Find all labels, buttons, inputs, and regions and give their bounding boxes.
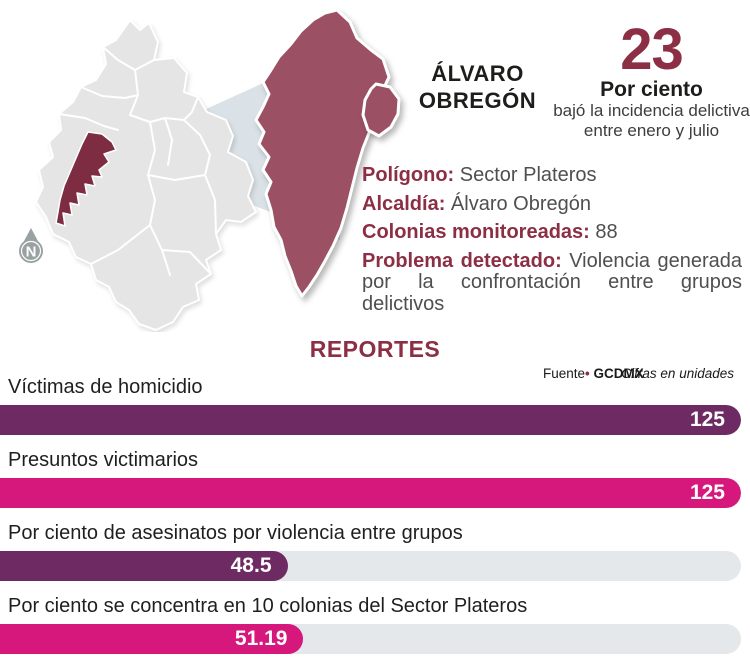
bar-label: Presuntos victimarios (8, 449, 199, 471)
source-value: GCDMX (593, 366, 644, 381)
bar-value: 48.5 (230, 554, 272, 577)
detail-label: Colonias monitoreadas: (362, 221, 590, 243)
bar-label: Por ciento de asesinatos por violencia e… (8, 522, 463, 544)
source-bullet-icon: • (585, 366, 590, 381)
source: Fuente• GCDMX (543, 366, 644, 381)
detail-label: Alcaldía: (362, 192, 446, 215)
detail-label: Problema detectado: (362, 249, 562, 272)
stat-block: 23 Por ciento bajó la incidencia delicti… (553, 17, 750, 140)
bar-fill: 48.5 (0, 551, 288, 581)
bar-value: 125 (689, 408, 725, 431)
bar-fill: 125 (0, 405, 741, 435)
bar-track: 51.19 (0, 624, 741, 654)
reports-title: REPORTES (309, 336, 441, 362)
bar-row-concentra-colonias: Por ciento se concentra en 10 colonias d… (0, 595, 741, 654)
stat-label: Por ciento (600, 78, 703, 101)
detail-label: Polígono: (362, 164, 455, 186)
detail-alcaldia: Alcaldía: Álvaro Obregón (362, 190, 742, 219)
bar-label: Por ciento se concentra en 10 colonias d… (8, 595, 528, 617)
alvaro-obregon-highlight (55, 131, 117, 227)
detail-colonias: Colonias monitoreadas: 88 (362, 218, 742, 247)
detail-problema: Problema detectado: Violencia generada p… (362, 249, 742, 316)
bar-row-victimas-homicidio: Víctimas de homicidio 125 (0, 376, 741, 435)
detail-value: Violencia generada por la confrontación … (362, 249, 742, 315)
stat-desc-line2: entre enero y julio (583, 120, 720, 140)
region-title-line1: ÁLVARO (431, 61, 524, 86)
stat-number: 23 (620, 17, 684, 82)
detail-value: 88 (595, 221, 618, 243)
cdmx-map-illustration: N (19, 8, 401, 331)
units-note: Cifras en unidades (621, 366, 734, 381)
bar-track: 125 (0, 478, 741, 508)
region-title-line2: OBREGÓN (418, 88, 537, 113)
detail-value: Álvaro Obregón (450, 192, 591, 215)
bar-fill: 51.19 (0, 624, 304, 654)
bar-track: 48.5 (0, 551, 741, 581)
detail-poligono: Polígono: Sector Plateros (362, 161, 742, 190)
compass-letter: N (26, 244, 37, 261)
bar-label: Víctimas de homicidio (8, 376, 203, 398)
source-row: Fuente• GCDMX Cifras en unidades (0, 366, 741, 382)
stat-desc-line1: bajó la incidencia delictiva (553, 101, 750, 120)
detail-value: Sector Plateros (459, 164, 597, 186)
north-compass-icon: N (19, 228, 43, 263)
alvaro-obregon-enlarged-shape (254, 8, 401, 298)
source-label: Fuente (543, 366, 586, 381)
bar-value: 51.19 (234, 627, 288, 650)
bar-value: 125 (689, 481, 725, 504)
details-list: Polígono: Sector Plateros Alcaldía: Álva… (362, 161, 742, 315)
bar-track: 125 (0, 405, 741, 435)
bar-row-presuntos-victimarios: Presuntos victimarios 125 (0, 449, 741, 508)
region-title: ÁLVARO OBREGÓN (415, 60, 540, 114)
bar-fill: 125 (0, 478, 741, 508)
cdmx-boroughs-map (35, 19, 257, 331)
bar-row-asesinatos-violencia: Por ciento de asesinatos por violencia e… (0, 522, 741, 581)
